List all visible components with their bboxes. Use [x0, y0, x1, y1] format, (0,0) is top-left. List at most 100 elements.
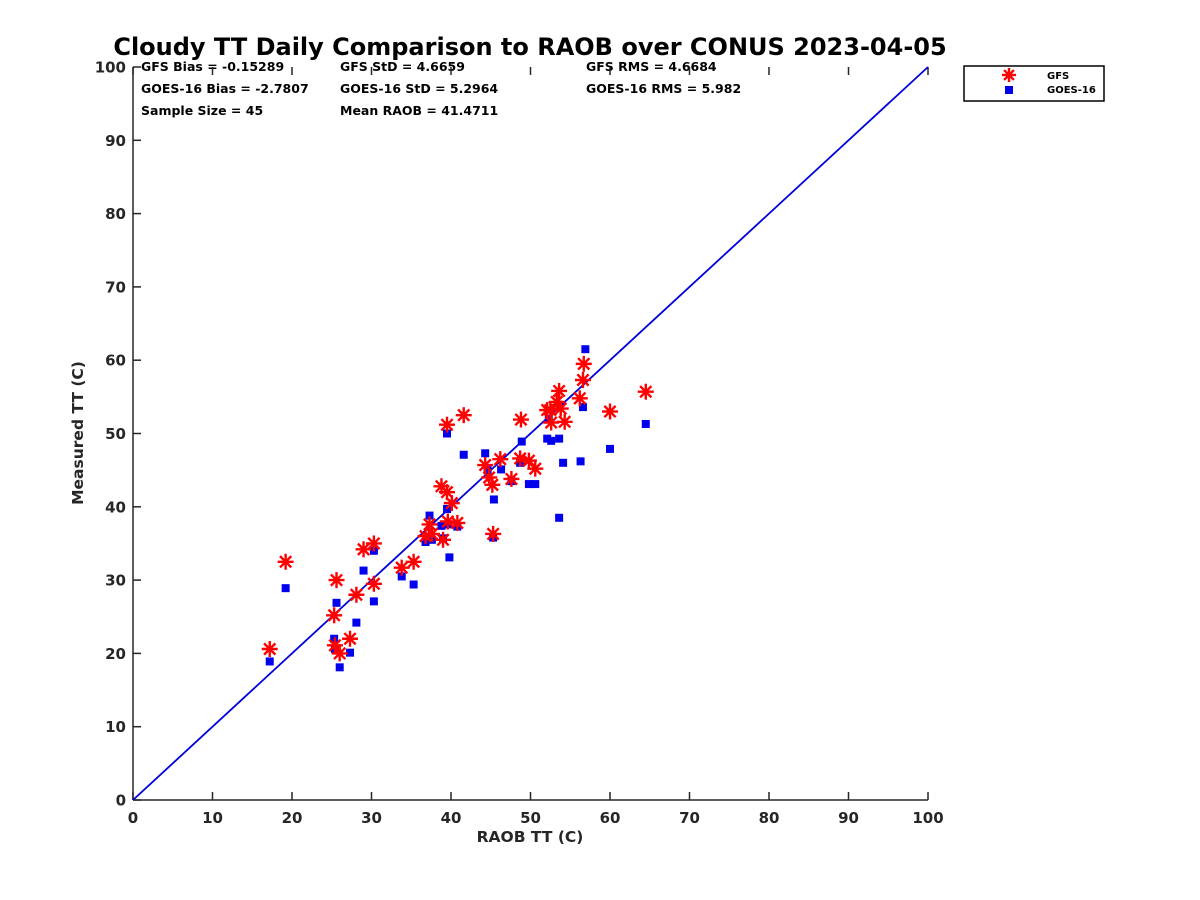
legend-goes16-square-icon: [1005, 86, 1013, 94]
gfs-point: [405, 553, 422, 570]
gfs-point: [492, 451, 509, 468]
gfs-point: [331, 645, 348, 662]
sample-size-text: Sample Size = 45: [141, 103, 263, 118]
goes16-std-text: GOES-16 StD = 5.2964: [340, 81, 498, 96]
goes16-point: [443, 429, 452, 438]
gfs-point: [449, 514, 466, 531]
gfs-point: [520, 452, 537, 469]
goes16-point: [352, 618, 361, 627]
reference-line: [132, 66, 929, 801]
goes16-point: [581, 345, 590, 354]
gfs-point: [637, 383, 654, 400]
gfs-point: [485, 525, 502, 542]
goes16-point: [489, 495, 498, 504]
gfs-point: [484, 476, 501, 493]
statistics-block: GFS Bias = -0.15289 GFS StD = 4.6659 GFS…: [141, 59, 741, 118]
one-to-one-reference-line: [132, 66, 929, 801]
gfs-point: [365, 575, 382, 592]
gfs-point: [443, 495, 460, 512]
y-axis-label: Measured TT (C): [69, 361, 87, 505]
legend-goes16-label: GOES-16: [1047, 85, 1096, 96]
y-tick-label: 0: [116, 792, 126, 810]
gfs-point: [421, 516, 438, 533]
gfs-point: [435, 531, 452, 548]
gfs-point: [261, 641, 278, 658]
gfs-point: [328, 572, 345, 589]
legend-gfs-label: GFS: [1047, 71, 1069, 82]
legend-box: [963, 65, 1105, 102]
gfs-point: [551, 382, 568, 399]
goes16-point: [559, 458, 568, 467]
x-tick-label: 90: [838, 809, 859, 827]
gfs-point: [355, 541, 372, 558]
gfs-point: [575, 355, 592, 372]
goes16-point: [547, 436, 556, 445]
y-tick-label: 20: [105, 645, 126, 663]
gfs-rms-text: GFS RMS = 4.6684: [586, 59, 717, 74]
x-tick-label: 50: [520, 809, 541, 827]
y-tick-label: 10: [105, 718, 126, 736]
gfs-point: [477, 457, 494, 474]
gfs-point: [439, 416, 456, 433]
goes16-point: [437, 521, 446, 530]
gfs-point: [527, 460, 544, 477]
x-tick-label: 40: [441, 809, 462, 827]
gfs-point: [574, 371, 591, 388]
gfs-point: [556, 413, 573, 430]
y-tick-label: 40: [105, 498, 126, 516]
goes16-point: [578, 403, 587, 412]
legend-gfs-asterisk-mark: [1002, 68, 1016, 82]
gfs-point: [348, 586, 365, 603]
gfs-point: [423, 525, 440, 542]
goes16-point: [265, 657, 274, 666]
goes16-point: [606, 444, 614, 453]
gfs-point: [512, 411, 529, 428]
goes16-rms-text: GOES-16 RMS = 5.982: [586, 81, 741, 96]
y-tick-label: 60: [105, 352, 126, 370]
gfs-point: [552, 400, 569, 417]
chart-title: Cloudy TT Daily Comparison to RAOB over …: [113, 33, 946, 61]
goes16-point: [576, 457, 585, 466]
goes16-point: [332, 598, 341, 607]
x-tick-label: 70: [679, 809, 700, 827]
y-tick-label: 50: [105, 425, 126, 443]
goes16-point: [497, 465, 506, 474]
goes16-point: [369, 597, 378, 606]
gfs-point: [417, 528, 434, 545]
gfs-point: [543, 414, 560, 431]
goes16-point: [346, 648, 355, 657]
goes16-point: [397, 572, 406, 581]
x-axis-label: RAOB TT (C): [477, 828, 584, 846]
goes16-point: [641, 419, 650, 428]
gfs-point: [326, 607, 343, 624]
goes16-point: [481, 449, 490, 458]
plot-axes: 0 10 20 30 40 50 60 70 80 90 100 0 10 20 30 40 50 60 70 80 9…: [95, 59, 944, 828]
gfs-std-text: GFS StD = 4.6659: [340, 59, 465, 74]
x-tick-label: 0: [128, 809, 138, 827]
x-tick-label: 60: [600, 809, 621, 827]
goes16-point: [445, 553, 454, 562]
y-tick-label: 70: [105, 278, 126, 296]
gfs-point: [602, 403, 618, 420]
goes16-point: [531, 480, 540, 489]
goes16-point: [359, 566, 368, 575]
goes16-point: [555, 434, 564, 443]
x-tick-label: 100: [912, 809, 943, 827]
goes16-bias-text: GOES-16 Bias = -2.7807: [141, 81, 309, 96]
data-points: [261, 345, 654, 672]
gfs-point: [542, 402, 559, 419]
gfs-bias-text: GFS Bias = -0.15289: [141, 59, 284, 74]
legend: GFS GOES-16: [963, 65, 1105, 102]
y-tick-label: 90: [105, 132, 126, 150]
y-tick-label: 100: [95, 59, 126, 77]
goes16-point: [517, 437, 526, 446]
legend-gfs-asterisk-icon: [1002, 68, 1016, 82]
mean-raob-text: Mean RAOB = 41.4711: [340, 103, 498, 118]
gfs-point: [342, 630, 359, 647]
goes16-point: [335, 663, 344, 672]
goes16-point: [555, 513, 564, 522]
y-tick-label: 30: [105, 572, 126, 590]
gfs-point: [455, 407, 472, 424]
goes16-point: [524, 480, 533, 489]
